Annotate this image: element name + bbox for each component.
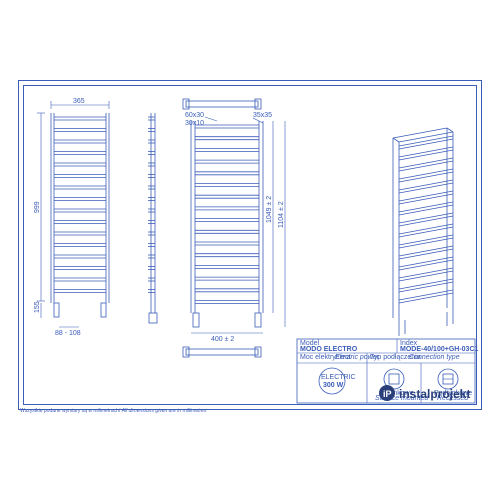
footnote: Wszystkie podane wymiary są w milimetrac… [20,408,206,414]
front-bars [54,117,106,293]
iso-bars [399,136,453,303]
dim-h1: 1049 ± 2 [266,196,273,223]
dim-height-left: 999 [34,201,41,213]
center-dims: 60x30 30x10 35x35 1049 ± 2 1104 ± 2 400 … [185,112,285,343]
dim-range: 88 - 108 [55,330,81,337]
front-dims: 365 999 155 88 - 108 [34,98,109,337]
center-bars [195,125,259,304]
electric-badge: ELECTRIC [321,374,356,381]
drawing-frame: 365 999 155 88 - 108 [18,80,482,410]
side-bars [148,117,155,293]
center-view [191,121,263,327]
svg-text:iP: iP [383,389,392,399]
brand-logo: iP instalprojekt [379,385,470,401]
bottom-bar-view [183,347,261,357]
dim-h2: 1104 ± 2 [278,201,285,228]
dim-60x30: 60x30 [185,112,204,119]
side-view [148,113,157,323]
drawing-canvas: 365 999 155 88 - 108 [21,83,481,409]
dim-35x35: 35x35 [253,112,272,119]
power: 300 W [323,382,344,389]
index: MODE-40/100+GH-03C1 [400,346,479,353]
model: MODO ELECTRO [300,346,358,353]
svg-text:Connection type: Connection type [409,354,460,361]
top-view [183,99,261,109]
dim-30x10: 30x10 [185,120,204,127]
dim-width-top: 365 [73,98,85,105]
front-view [51,113,109,317]
brand: instalprojekt [399,387,470,401]
iso-view [393,128,453,336]
dim-cw: 400 ± 2 [211,336,234,343]
dim-gap: 155 [34,301,41,313]
